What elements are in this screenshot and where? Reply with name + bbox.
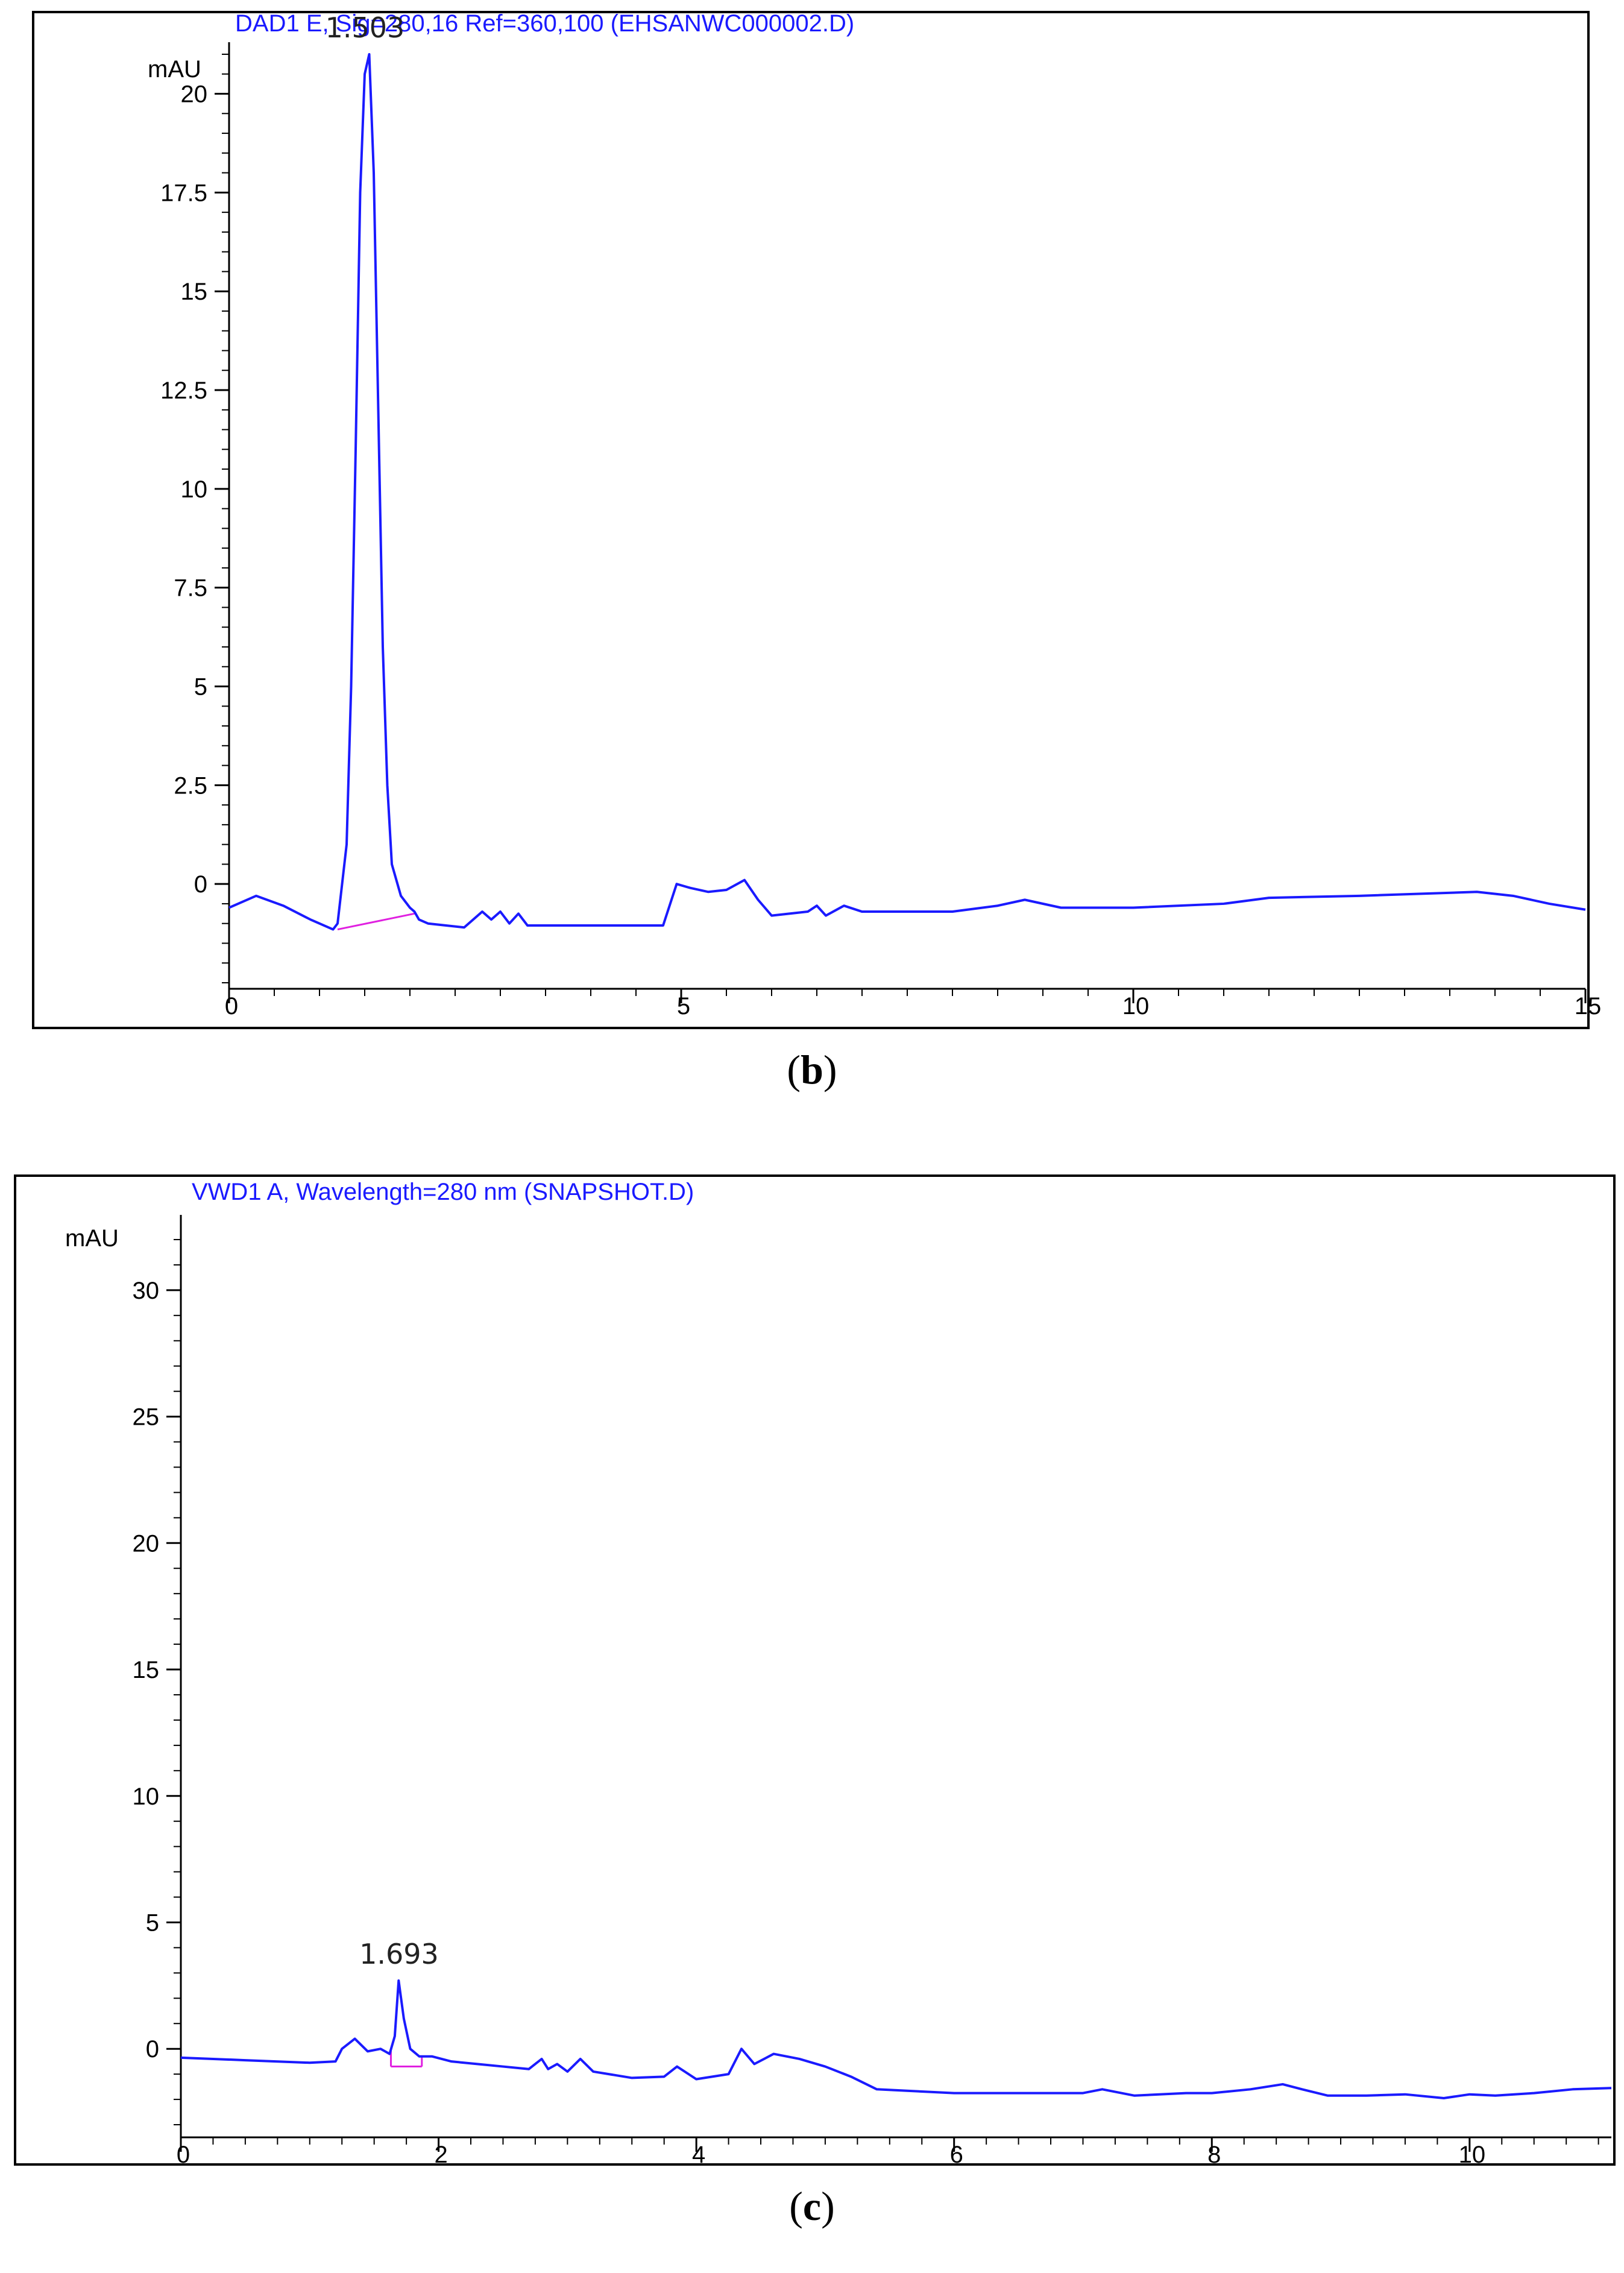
y-tick-label: 0 xyxy=(146,2036,159,2063)
x-tick-label: 10 xyxy=(1122,993,1150,1020)
chart-title: VWD1 A, Wavelength=280 nm (SNAPSHOT.D) xyxy=(192,1179,694,1205)
chromatogram-c: VWD1 A, Wavelength=280 nm (SNAPSHOT.D) mA… xyxy=(14,1174,1616,2168)
x-tick-label: 5 xyxy=(677,993,690,1020)
chart-panel-b: DAD1 E, Sig=280,16 Ref=360,100 (EHSANWC0… xyxy=(0,0,1624,1109)
y-axis-label: mAU xyxy=(65,1225,119,1252)
caption-c: (c) xyxy=(789,2183,835,2229)
y-tick-label: 30 xyxy=(133,1278,160,1304)
y-tick-label: 25 xyxy=(133,1404,160,1431)
y-tick-label: 5 xyxy=(194,674,207,701)
x-tick-label: 0 xyxy=(225,993,238,1020)
y-tick-label: 15 xyxy=(181,279,208,305)
chart-panel-c: VWD1 A, Wavelength=280 nm (SNAPSHOT.D) mA… xyxy=(0,1158,1624,2273)
peak-label: 1.503 xyxy=(326,11,405,44)
chart-frame xyxy=(14,1174,1616,2166)
y-axis-label: mAU xyxy=(148,56,201,83)
x-tick-label: 0 xyxy=(177,2142,190,2168)
x-tick-label: 8 xyxy=(1207,2142,1221,2168)
integration-baseline xyxy=(337,912,415,931)
caption-b: (b) xyxy=(787,1047,837,1092)
y-tick-label: 0 xyxy=(194,871,207,898)
x-tick-label: 4 xyxy=(692,2142,705,2168)
y-tick-label: 10 xyxy=(181,476,208,503)
peak-label: 1.693 xyxy=(359,1938,439,1970)
y-tick-label: 12.5 xyxy=(160,377,207,404)
x-tick-label: 6 xyxy=(950,2142,963,2168)
x-tick-label: 15 xyxy=(1575,993,1602,1020)
y-tick-label: 15 xyxy=(133,1657,160,1683)
chart-title: DAD1 E, Sig=280,16 Ref=360,100 (EHSANWC0… xyxy=(235,10,854,37)
x-tick-label: 10 xyxy=(1459,2142,1486,2168)
y-tick-label: 7.5 xyxy=(174,575,207,602)
chart-frame xyxy=(32,11,1590,1029)
y-tick-label: 10 xyxy=(133,1783,160,1810)
y-tick-label: 5 xyxy=(146,1909,159,1936)
chromatogram-b: DAD1 E, Sig=280,16 Ref=360,100 (EHSANWC0… xyxy=(32,10,1602,1029)
y-tick-label: 17.5 xyxy=(160,180,207,206)
y-tick-label: 2.5 xyxy=(174,772,207,799)
y-tick-label: 20 xyxy=(181,81,208,108)
series-line xyxy=(180,1979,1612,2099)
y-tick-label: 20 xyxy=(133,1530,160,1557)
series-line xyxy=(228,53,1586,931)
x-tick-label: 2 xyxy=(434,2142,447,2168)
